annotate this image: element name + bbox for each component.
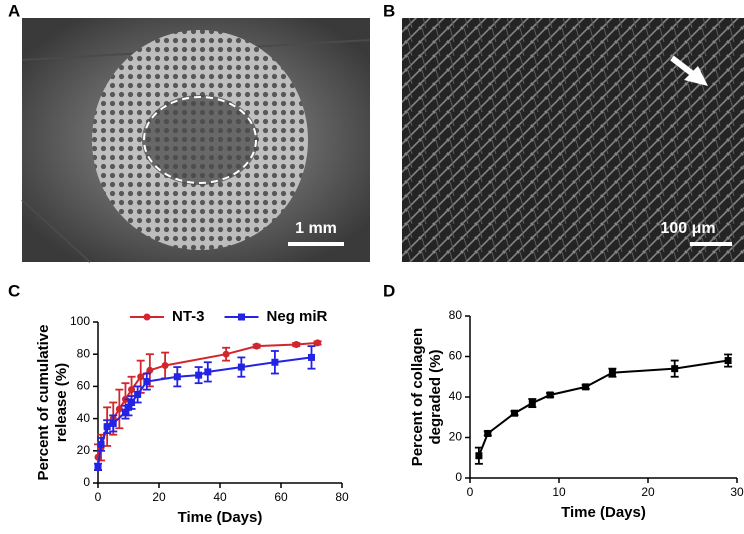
x-tick-label: 20 xyxy=(152,490,166,504)
marker xyxy=(128,399,136,406)
x-axis-title: Time (Days) xyxy=(178,509,263,526)
scale-bar-label: 1 mm xyxy=(295,220,337,237)
x-tick-label: 30 xyxy=(730,485,744,499)
y-tick-label: 20 xyxy=(449,430,463,444)
y-axis-title: degraded (%) xyxy=(427,349,444,444)
marker xyxy=(146,366,154,374)
marker xyxy=(475,452,483,460)
marker xyxy=(128,386,136,394)
marker xyxy=(271,358,279,366)
legend-label: NT-3 xyxy=(172,308,205,325)
scaffold-core xyxy=(142,95,258,185)
x-tick-label: 80 xyxy=(335,490,349,504)
marker xyxy=(109,419,117,427)
marker xyxy=(237,363,245,371)
y-tick-label: 60 xyxy=(77,379,91,393)
marker xyxy=(121,408,129,416)
marker xyxy=(314,339,322,347)
x-tick-label: 40 xyxy=(213,490,227,504)
marker xyxy=(161,361,169,369)
marker xyxy=(94,463,102,471)
x-tick-label: 20 xyxy=(641,485,655,499)
x-axis-title: Time (Days) xyxy=(561,504,646,521)
y-axis-title: release (%) xyxy=(53,363,70,442)
x-tick-label: 60 xyxy=(274,490,288,504)
y-tick-label: 60 xyxy=(449,349,463,363)
x-tick-label: 0 xyxy=(467,485,474,499)
y-tick-label: 0 xyxy=(83,475,90,489)
legend-label: Neg miR xyxy=(267,308,328,325)
x-tick-label: 10 xyxy=(552,485,566,499)
legend-marker xyxy=(238,313,246,321)
scale-bar-label: 100 μm xyxy=(660,220,715,237)
y-tick-label: 100 xyxy=(70,314,90,328)
series-line xyxy=(477,359,729,457)
panel-label: D xyxy=(383,281,395,300)
x-tick-label: 0 xyxy=(95,490,102,504)
y-tick-label: 0 xyxy=(455,470,462,484)
y-tick-label: 20 xyxy=(77,443,91,457)
marker xyxy=(103,423,111,431)
marker xyxy=(292,341,300,349)
marker xyxy=(484,429,492,437)
marker xyxy=(511,409,518,417)
panel-label: B xyxy=(383,1,395,20)
marker xyxy=(204,368,212,376)
marker xyxy=(724,357,732,365)
y-tick-label: 80 xyxy=(449,308,463,322)
panel-label: C xyxy=(8,281,20,300)
dashed-circle xyxy=(143,96,257,184)
marker xyxy=(671,365,679,373)
marker xyxy=(582,383,590,391)
image-shade xyxy=(402,18,744,262)
y-tick-label: 80 xyxy=(77,346,91,360)
marker xyxy=(143,378,151,386)
y-tick-label: 40 xyxy=(449,389,463,403)
arrow-head xyxy=(684,66,708,86)
marker xyxy=(253,342,261,350)
y-axis-title: Percent of cumulative xyxy=(35,325,52,481)
marker xyxy=(125,403,132,411)
legend-marker xyxy=(143,313,151,321)
marker xyxy=(137,373,145,381)
sem-image-b xyxy=(402,18,744,262)
y-tick-label: 40 xyxy=(77,411,91,425)
panel-label: A xyxy=(8,1,20,20)
marker xyxy=(608,369,616,377)
marker xyxy=(134,390,142,398)
marker xyxy=(173,373,181,381)
marker xyxy=(308,353,315,361)
marker xyxy=(195,371,203,379)
y-axis-title: Percent of collagen xyxy=(409,328,426,466)
marker xyxy=(97,440,105,448)
marker xyxy=(115,405,123,413)
marker xyxy=(546,391,554,399)
marker xyxy=(222,350,230,358)
marker xyxy=(528,399,536,407)
